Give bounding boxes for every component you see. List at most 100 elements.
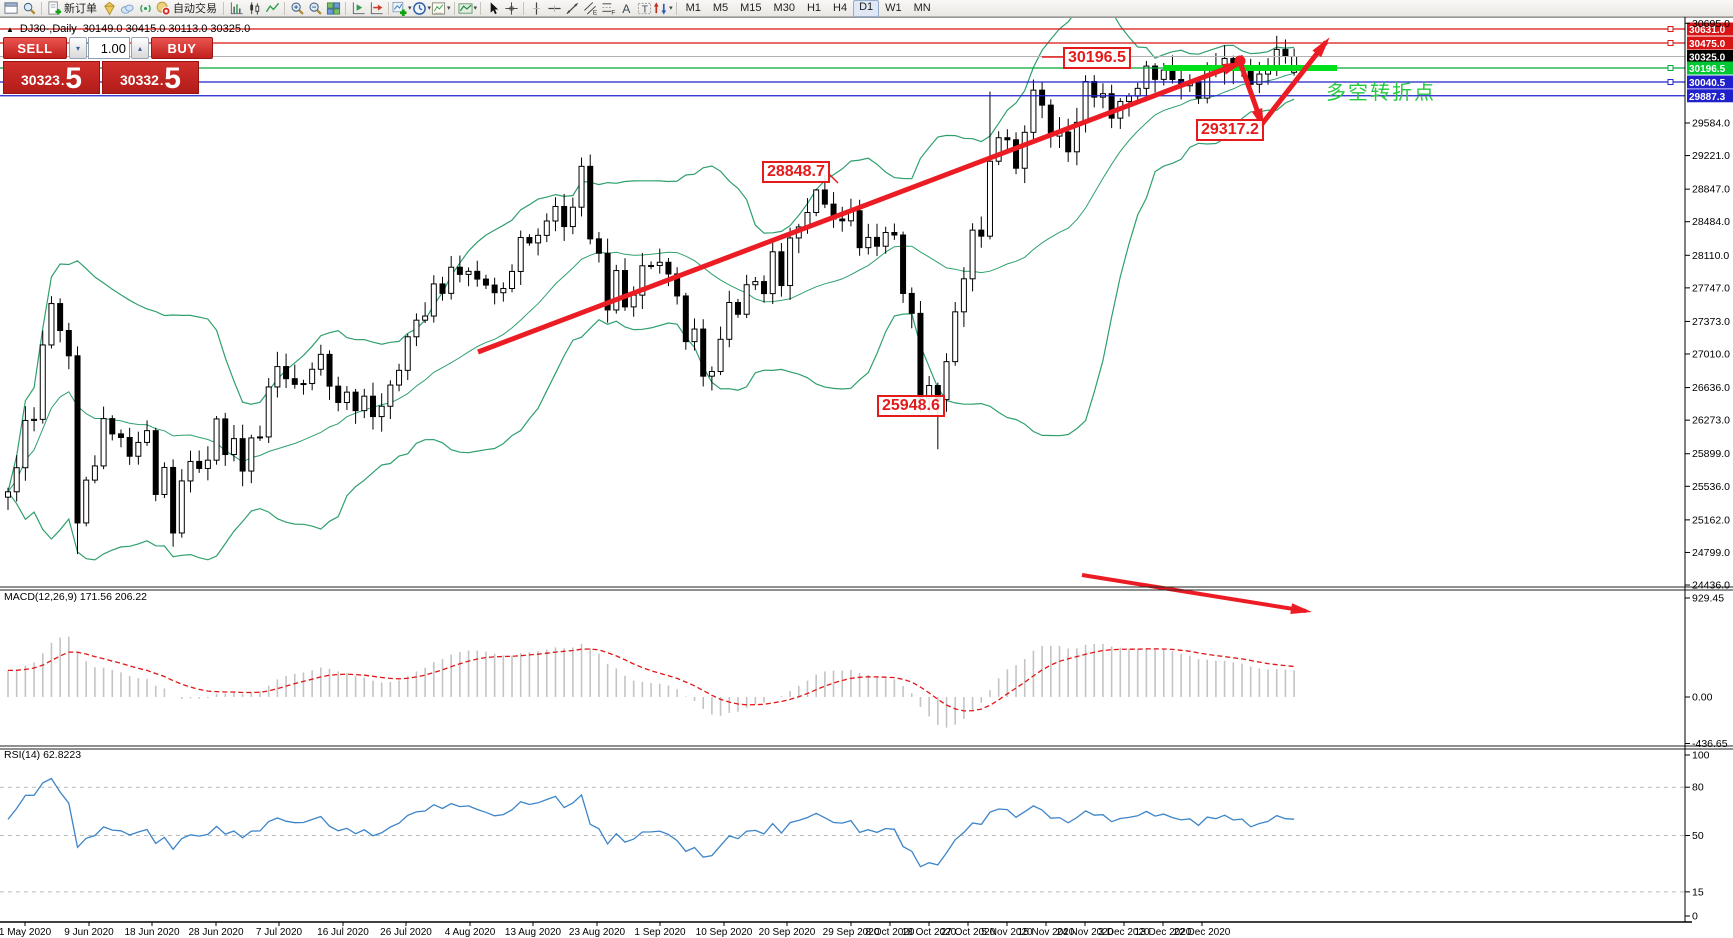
bollinger-middle bbox=[7, 72, 1295, 493]
timeframe-MN[interactable]: MN bbox=[913, 1, 931, 14]
timeframe-M15[interactable]: M15 bbox=[740, 1, 762, 14]
toolbar-separator bbox=[223, 1, 224, 15]
cursor-icon[interactable] bbox=[484, 0, 502, 16]
buy-price[interactable]: 30332. 5 bbox=[102, 61, 199, 94]
trend-arrow bbox=[1260, 40, 1328, 126]
vertical-line-icon[interactable] bbox=[527, 0, 545, 16]
chart-line-icon[interactable] bbox=[263, 0, 281, 16]
rsi-axis-tick: 15 bbox=[1692, 886, 1704, 898]
buy-button[interactable]: BUY bbox=[151, 37, 213, 59]
date-axis-tick: 26 Jul 2020 bbox=[380, 927, 432, 938]
date-axis-tick: 8 Oct 2020 bbox=[866, 927, 915, 938]
gem-icon[interactable] bbox=[100, 0, 118, 16]
crosshair-icon[interactable] bbox=[502, 0, 520, 16]
toolbar-separator bbox=[345, 1, 346, 15]
price-level-badge: 30631.0 bbox=[1689, 25, 1726, 36]
tile-windows-icon[interactable] bbox=[324, 0, 342, 16]
volume-input[interactable] bbox=[88, 37, 130, 59]
volume-decrease-button[interactable]: ▾ bbox=[69, 37, 87, 59]
drawings-layer: 30631.030475.030325.030196.530040.529887… bbox=[0, 22, 1733, 615]
timeframe-M30[interactable]: M30 bbox=[773, 1, 795, 14]
signal-icon[interactable] bbox=[136, 0, 154, 16]
trend-arrow bbox=[1081, 573, 1307, 613]
price-axis-tick: 28847.0 bbox=[1692, 184, 1730, 196]
date-axis-tick: 13 Aug 2020 bbox=[505, 927, 562, 938]
rsi-line bbox=[7, 777, 1295, 868]
market-watch-icon[interactable] bbox=[20, 0, 38, 16]
price-callout: 30196.5 bbox=[1063, 47, 1131, 69]
chart-shift-icon[interactable] bbox=[349, 0, 367, 16]
macd-axis-tick: 0.00 bbox=[1692, 692, 1713, 704]
text-label-icon[interactable]: T bbox=[635, 0, 653, 16]
price-axis-tick: 29221.0 bbox=[1692, 150, 1730, 162]
auto-trading-icon[interactable] bbox=[154, 0, 172, 16]
toolbar-separator bbox=[453, 1, 455, 15]
trendline-icon[interactable] bbox=[563, 0, 581, 16]
periods-icon[interactable]: ▾ bbox=[412, 0, 431, 16]
toolbar-separator bbox=[41, 1, 42, 15]
date-axis-tick: 18 Oct 2020 bbox=[902, 927, 957, 938]
volume-increase-button[interactable]: ▴ bbox=[131, 37, 149, 59]
main-pane bbox=[5, 18, 1298, 561]
macd-pane bbox=[7, 636, 1295, 728]
indicator-list-icon[interactable]: ▾ bbox=[458, 0, 477, 16]
timeframe-W1[interactable]: W1 bbox=[885, 1, 902, 14]
date-axis-tick: 18 Jun 2020 bbox=[124, 927, 179, 938]
volume-stepper: ▾ ▴ bbox=[69, 37, 149, 59]
price-axis-tick: 27010.0 bbox=[1692, 349, 1730, 361]
rsi-axis-tick: 100 bbox=[1692, 750, 1710, 762]
price-axis-tick: 27373.0 bbox=[1692, 316, 1730, 328]
toolbar-separator bbox=[480, 1, 482, 15]
svg-text:F: F bbox=[611, 9, 615, 15]
price-callout: 28848.7 bbox=[762, 161, 830, 183]
chart-title: ▲ DJ30-,Daily 30149.0 30415.0 30113.0 30… bbox=[6, 23, 250, 35]
bollinger-lower bbox=[7, 98, 1295, 561]
macd-axis-tick: -436.65 bbox=[1692, 738, 1728, 750]
price-axis-tick: 28110.0 bbox=[1692, 250, 1729, 262]
timeframe-M5[interactable]: M5 bbox=[712, 1, 729, 14]
fibonacci-icon[interactable]: F bbox=[599, 0, 617, 16]
sell-button[interactable]: SELL bbox=[3, 37, 67, 59]
macd-axis-tick: 929.45 bbox=[1692, 593, 1724, 605]
zoom-in-icon[interactable] bbox=[288, 0, 306, 16]
price-level-badge: 29887.3 bbox=[1689, 92, 1726, 103]
price-axis-tick: 25162.0 bbox=[1692, 514, 1730, 526]
new-order-label[interactable]: 新订单 bbox=[64, 3, 97, 15]
date-axis-tick: 1 Sep 2020 bbox=[634, 927, 686, 938]
new-order-icon[interactable] bbox=[45, 0, 63, 16]
price-axis-tick: 29584.0 bbox=[1692, 117, 1730, 129]
add-indicator-icon[interactable]: ▾ bbox=[392, 0, 412, 16]
timeframe-M1[interactable]: M1 bbox=[685, 1, 701, 14]
toolbar-separator bbox=[675, 1, 677, 15]
auto-trading-label[interactable]: 自动交易 bbox=[173, 3, 217, 15]
auto-scroll-icon[interactable] bbox=[367, 0, 385, 16]
timeframe-H4[interactable]: H4 bbox=[833, 1, 848, 14]
arrows-icon[interactable]: ▾ bbox=[653, 0, 673, 16]
zoom-out-icon[interactable] bbox=[306, 0, 324, 16]
timeframe-H1[interactable]: H1 bbox=[806, 1, 822, 14]
rsi-axis-tick: 80 bbox=[1692, 782, 1704, 794]
date-axis-tick: 22 Dec 2020 bbox=[1174, 927, 1231, 938]
sell-price[interactable]: 30323. 5 bbox=[3, 61, 100, 94]
cloud-icon[interactable] bbox=[118, 0, 136, 16]
chart-window-icon[interactable] bbox=[2, 0, 20, 16]
price-callout: 25948.6 bbox=[877, 395, 945, 417]
chart-bars-icon[interactable] bbox=[227, 0, 245, 16]
trend-arrow bbox=[477, 61, 1239, 355]
rsi-label: RSI(14) 62.8223 bbox=[4, 749, 82, 761]
horizontal-line-icon[interactable] bbox=[545, 0, 563, 16]
date-axis-tick: 29 Sep 2020 bbox=[823, 927, 880, 938]
chart-note: 多空转折点 bbox=[1326, 82, 1436, 104]
price-level-badge: 30475.0 bbox=[1689, 39, 1726, 50]
text-icon[interactable]: A bbox=[617, 0, 635, 16]
bollinger-upper bbox=[7, 18, 1295, 492]
toolbar: 新订单 自动交易 ▾ ▾ ▾ ▾ E F A T ▾ M1 M5 M15 M30 H1 H4 D1 W1 MN bbox=[0, 0, 1733, 17]
toolbar-separator bbox=[284, 1, 285, 15]
price-level-badge: 30196.5 bbox=[1689, 64, 1726, 75]
chart-candles-icon[interactable] bbox=[245, 0, 263, 16]
timeframe-D1[interactable]: D1 bbox=[853, 0, 880, 17]
date-axis-tick: 7 Jul 2020 bbox=[256, 927, 303, 938]
equidistant-channel-icon[interactable]: E bbox=[581, 0, 599, 16]
templates-icon[interactable]: ▾ bbox=[431, 0, 451, 16]
